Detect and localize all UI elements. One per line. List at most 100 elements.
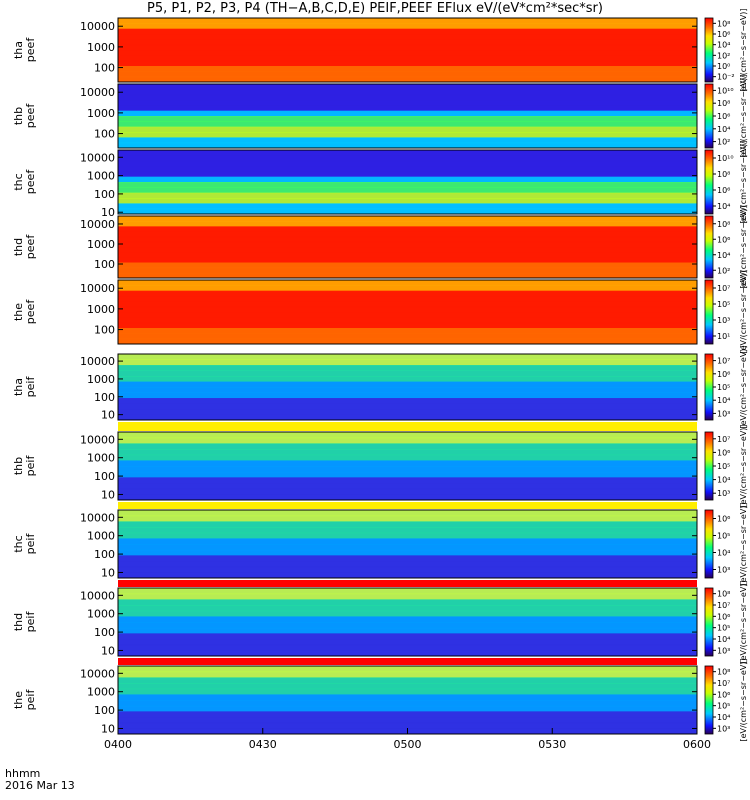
y-tick-label: 100: [94, 188, 115, 201]
colorbar-tick-label: 10⁸: [717, 220, 730, 229]
spectrogram-band: [118, 381, 697, 388]
y-tick-label: 1000: [87, 238, 115, 251]
spectrogram-band: [118, 155, 697, 162]
colorbar-tick-label: 10⁴: [717, 635, 730, 644]
colorbar-tick-label: 10⁰: [717, 62, 730, 71]
spectrogram-band: [118, 460, 697, 467]
y-tick-label: 100: [94, 324, 115, 337]
panel-frame: [117, 431, 698, 501]
colorbar-tick-label: 10⁴: [717, 476, 730, 485]
colorbar-tick-label: 10³: [717, 724, 730, 733]
spectrogram-band: [118, 290, 697, 297]
panel-label-product: peef: [24, 103, 37, 129]
spectrogram-band: [118, 34, 697, 40]
spectrogram-band: [118, 370, 697, 377]
spectrogram-band: [118, 677, 697, 684]
y-tick-label: 10: [101, 722, 115, 735]
y-tick-label: 10000: [80, 218, 115, 231]
y-tick-label: 1000: [87, 303, 115, 316]
spectrogram-band: [118, 644, 697, 651]
panel-thb-peef: 100 1000 10000 thb peef 10² 10⁴ 10⁶ 10⁸ 10¹⁰ [eV/(…: [12, 74, 748, 157]
panel-label-probe: the: [12, 303, 25, 321]
spectrogram-band: [118, 241, 697, 248]
colorbar-unit: [eV/(cm²−s−sr−eV)]: [739, 205, 748, 288]
y-tick-label: 10000: [80, 151, 115, 164]
spectrogram-band: [118, 403, 697, 410]
colorbar-tick-label: 10⁵: [717, 462, 730, 471]
spectrogram-band: [118, 126, 697, 133]
spectrogram-band: [118, 150, 697, 156]
spectrogram-band: [118, 76, 697, 83]
y-tick-label: 1000: [87, 686, 115, 699]
spectrogram-band: [118, 694, 697, 701]
colorbar-tick-label: 10⁸: [717, 590, 730, 599]
colorbar: [704, 83, 714, 149]
colorbar: [704, 279, 714, 345]
spectrogram-band: [118, 572, 697, 579]
panel-the-peef: 100 1000 10000 the peef 10¹ 10³ 10⁵ 10⁷ [eV/(cm²−…: [12, 270, 748, 353]
spectrogram-band: [118, 203, 697, 210]
spectrogram-band: [118, 610, 697, 617]
spectrogram-band: [118, 354, 697, 360]
y-tick-label: 10: [101, 488, 115, 501]
spectrogram-band: [118, 252, 697, 258]
spectrogram-band: [118, 387, 697, 393]
spectrogram-band: [118, 257, 697, 263]
panel-frame: [117, 17, 698, 83]
y-tick-label: 10000: [80, 433, 115, 446]
panel-label-product: peif: [24, 533, 37, 555]
y-tick-label: 100: [94, 391, 115, 404]
colorbar-tick-label: 10⁷: [717, 284, 730, 293]
spectrogram-band: [118, 437, 697, 444]
panel-label-probe: thb: [12, 107, 25, 125]
spectrogram-band: [118, 633, 697, 640]
spectrogram-band: [118, 432, 697, 439]
spectrogram-band: [118, 267, 697, 274]
y-tick-label: 1000: [87, 608, 115, 621]
panel-label-product: peif: [24, 611, 37, 633]
spectrogram-band: [118, 160, 697, 167]
colorbar-tick-label: 10³: [717, 316, 730, 325]
spectrogram-band: [118, 110, 697, 117]
colorbar-tick-label: 10⁶: [717, 186, 730, 195]
colorbar-tick-label: 10⁷: [717, 679, 730, 688]
panel-label-product: peef: [24, 234, 37, 260]
spectrogram-band: [118, 216, 697, 222]
spectrogram-band: [118, 666, 697, 673]
panel-label-probe: thb: [12, 457, 25, 475]
colorbar: [704, 353, 714, 421]
colorbar-tick-label: 10²: [717, 138, 730, 147]
spectrogram-band: [118, 549, 697, 556]
colorbar-tick-label: 10²: [717, 51, 730, 60]
spectrogram-band: [118, 588, 697, 595]
panel-frame: [117, 279, 698, 345]
colorbar-tick-label: 10²: [717, 266, 730, 275]
spectrogram-band: [118, 142, 697, 149]
spectrogram-band: [118, 527, 697, 534]
spectrogram-band: [118, 392, 697, 399]
colorbar: [704, 17, 714, 83]
spectrogram-band: [118, 236, 697, 243]
spectrogram-band: [118, 121, 697, 128]
colorbar-unit: [eV/(cm²−s−sr−eV)]: [739, 8, 748, 91]
panel-label-product: peef: [24, 169, 37, 195]
time-axis: 0400 0430 0500 0530 0600: [104, 728, 711, 751]
y-tick-label: 10000: [80, 86, 115, 99]
spectrogram-band: [118, 414, 697, 421]
colorbar: [704, 509, 714, 579]
spectrogram-band: [118, 449, 697, 456]
colorbar-tick-label: 10⁵: [717, 383, 730, 392]
spectrogram-band: [118, 231, 697, 238]
spectrogram-band: [118, 317, 697, 324]
panel-label-product: peef: [24, 37, 37, 63]
spectrogram-band: [118, 176, 697, 183]
y-tick-label: 1000: [87, 530, 115, 543]
panel-the-peif: 10 100 1000 10000 the peif 10³ 10⁴ 10⁵ 10⁶ 10⁷ 10⁸ […: [12, 658, 748, 741]
spectrogram-band: [118, 398, 697, 404]
y-tick-label: 10: [101, 566, 115, 579]
y-tick-label: 1000: [87, 373, 115, 386]
panel-label-product: peif: [24, 376, 37, 398]
colorbar-tick-label: 10⁵: [717, 300, 730, 309]
